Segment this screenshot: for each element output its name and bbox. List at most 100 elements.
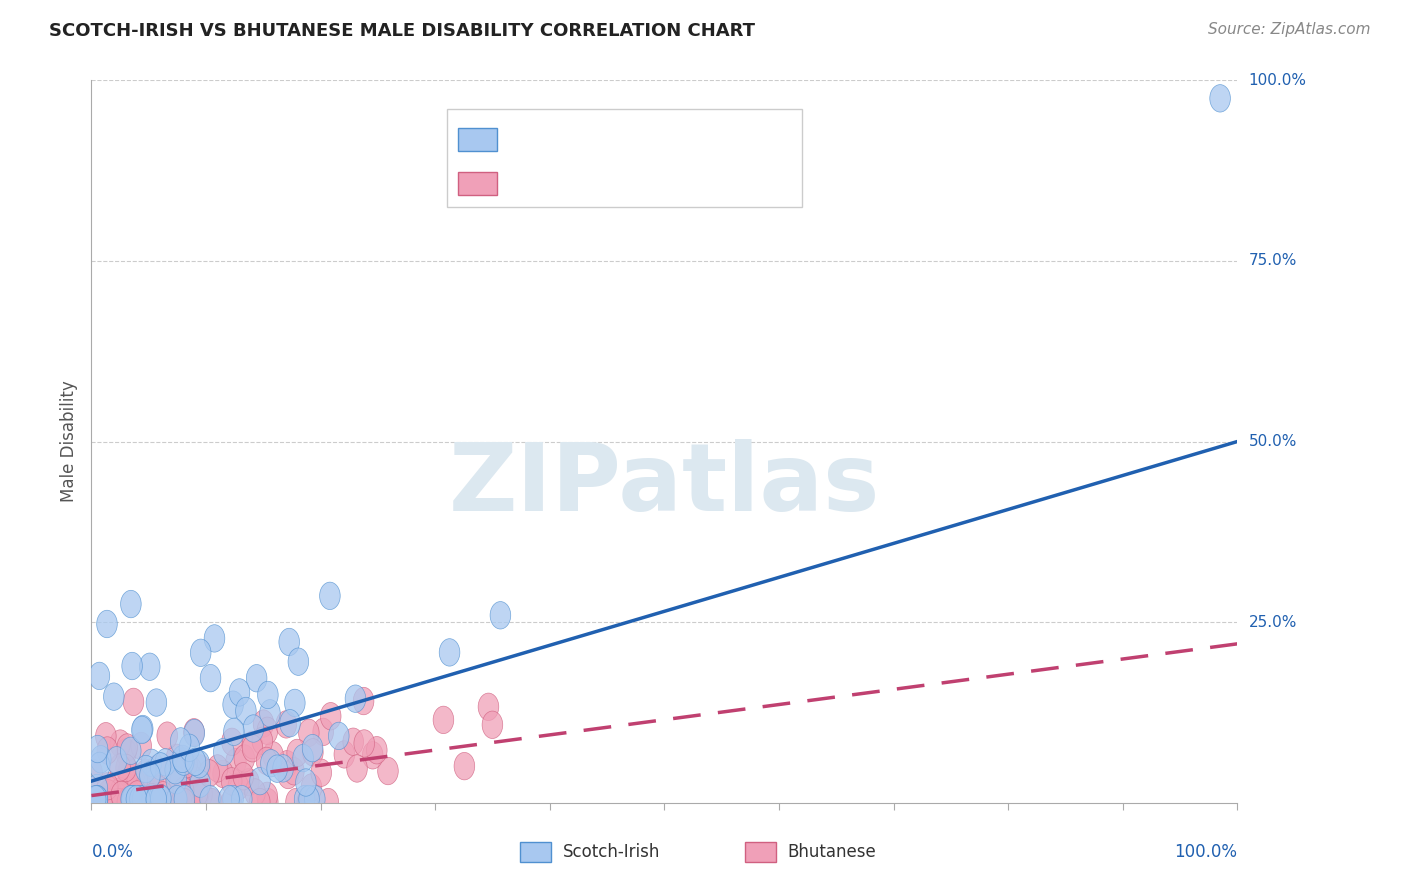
Ellipse shape	[124, 785, 145, 813]
Ellipse shape	[180, 762, 200, 789]
Text: 0.0%: 0.0%	[91, 843, 134, 861]
Ellipse shape	[150, 785, 172, 812]
Ellipse shape	[263, 741, 284, 769]
Ellipse shape	[354, 730, 374, 757]
Ellipse shape	[179, 734, 200, 762]
Ellipse shape	[214, 739, 233, 765]
Ellipse shape	[224, 718, 245, 746]
Ellipse shape	[117, 788, 136, 815]
Ellipse shape	[142, 789, 162, 816]
Text: Source: ZipAtlas.com: Source: ZipAtlas.com	[1208, 22, 1371, 37]
Ellipse shape	[139, 653, 160, 681]
Ellipse shape	[117, 734, 138, 761]
Ellipse shape	[318, 789, 339, 816]
Ellipse shape	[201, 789, 222, 816]
Ellipse shape	[243, 714, 264, 742]
Text: Scotch-Irish: Scotch-Irish	[562, 843, 659, 861]
Ellipse shape	[242, 734, 263, 762]
Ellipse shape	[280, 709, 301, 737]
Ellipse shape	[87, 786, 108, 813]
Ellipse shape	[146, 786, 166, 813]
Ellipse shape	[121, 786, 142, 813]
Ellipse shape	[91, 789, 112, 816]
Ellipse shape	[87, 786, 108, 813]
Ellipse shape	[173, 777, 194, 805]
Ellipse shape	[253, 710, 274, 738]
Ellipse shape	[200, 789, 221, 816]
Ellipse shape	[82, 759, 103, 786]
Ellipse shape	[124, 689, 143, 715]
Ellipse shape	[117, 789, 138, 816]
Ellipse shape	[94, 789, 115, 816]
Ellipse shape	[302, 739, 323, 766]
Text: ZIPatlas: ZIPatlas	[449, 439, 880, 531]
Ellipse shape	[207, 755, 228, 782]
Ellipse shape	[363, 741, 382, 769]
Ellipse shape	[110, 778, 131, 805]
Ellipse shape	[257, 789, 278, 816]
Ellipse shape	[108, 789, 128, 816]
Ellipse shape	[285, 789, 307, 816]
Ellipse shape	[177, 750, 197, 778]
Ellipse shape	[439, 639, 460, 666]
Ellipse shape	[146, 689, 167, 716]
Ellipse shape	[118, 757, 139, 785]
Text: 50.0%: 50.0%	[1249, 434, 1296, 449]
Ellipse shape	[165, 756, 186, 784]
Ellipse shape	[93, 786, 114, 814]
Ellipse shape	[454, 753, 475, 780]
Ellipse shape	[246, 665, 267, 692]
Ellipse shape	[221, 789, 242, 816]
Ellipse shape	[166, 786, 187, 813]
Ellipse shape	[107, 747, 127, 774]
Ellipse shape	[222, 786, 243, 813]
Ellipse shape	[344, 685, 366, 713]
Text: R = 0.478   N = 83: R = 0.478 N = 83	[509, 130, 693, 149]
Ellipse shape	[142, 783, 162, 811]
Ellipse shape	[134, 789, 153, 816]
Ellipse shape	[149, 776, 169, 803]
Ellipse shape	[190, 770, 211, 797]
Ellipse shape	[174, 785, 194, 813]
Ellipse shape	[155, 748, 176, 776]
Ellipse shape	[150, 786, 172, 813]
Ellipse shape	[228, 772, 249, 800]
Ellipse shape	[252, 727, 273, 755]
Ellipse shape	[112, 789, 134, 816]
Ellipse shape	[122, 786, 143, 813]
Ellipse shape	[174, 789, 194, 816]
Ellipse shape	[245, 779, 266, 806]
Ellipse shape	[166, 744, 187, 772]
Ellipse shape	[153, 781, 173, 809]
Ellipse shape	[132, 715, 153, 743]
Ellipse shape	[260, 749, 281, 777]
Ellipse shape	[198, 760, 219, 787]
Ellipse shape	[86, 786, 105, 813]
Ellipse shape	[135, 756, 156, 783]
Ellipse shape	[482, 711, 503, 739]
Ellipse shape	[239, 768, 259, 796]
Ellipse shape	[139, 786, 160, 813]
Ellipse shape	[295, 769, 316, 797]
Ellipse shape	[335, 740, 354, 768]
Ellipse shape	[170, 728, 191, 756]
Ellipse shape	[222, 728, 242, 756]
Ellipse shape	[97, 772, 118, 800]
Ellipse shape	[145, 786, 166, 813]
Ellipse shape	[165, 755, 186, 782]
Ellipse shape	[314, 718, 333, 746]
Ellipse shape	[184, 719, 204, 746]
Ellipse shape	[288, 648, 309, 675]
Ellipse shape	[157, 722, 177, 749]
Ellipse shape	[1209, 85, 1230, 112]
Ellipse shape	[125, 771, 146, 798]
Ellipse shape	[284, 757, 304, 785]
Ellipse shape	[287, 739, 308, 767]
Ellipse shape	[166, 766, 187, 794]
Ellipse shape	[131, 732, 152, 760]
Ellipse shape	[319, 582, 340, 609]
Ellipse shape	[115, 739, 136, 766]
Ellipse shape	[127, 786, 146, 813]
Ellipse shape	[329, 723, 349, 749]
Ellipse shape	[142, 786, 163, 813]
